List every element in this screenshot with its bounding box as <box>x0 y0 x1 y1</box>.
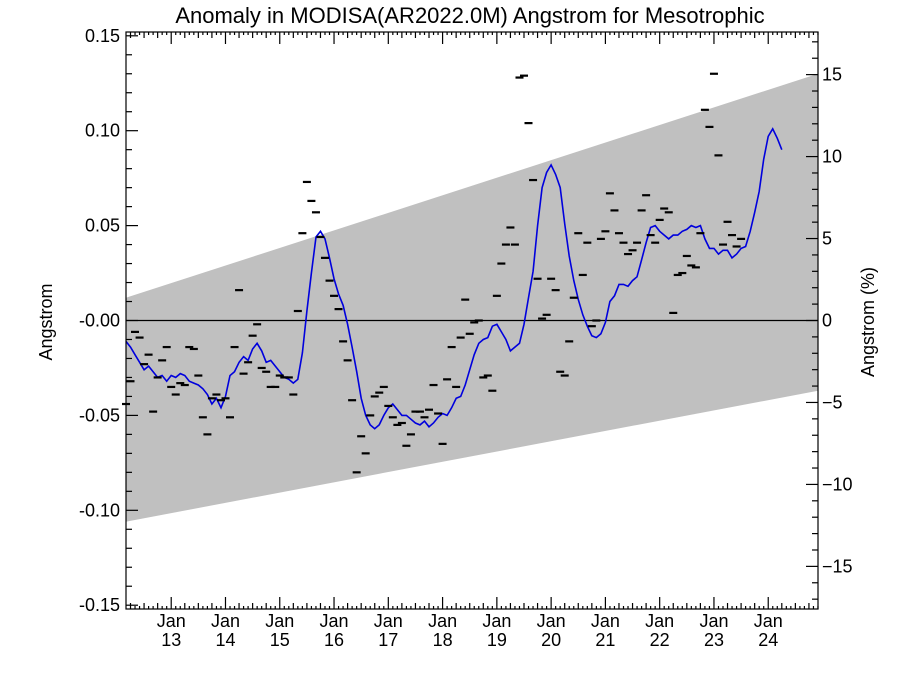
right-tick-label: 5 <box>822 229 832 249</box>
x-tick-label-month: Jan <box>374 611 403 631</box>
chart-title: Anomaly in MODISA(AR2022.0M) Angstrom fo… <box>175 3 764 28</box>
anomaly-dash-markers <box>122 72 746 474</box>
x-tick-label-year: 21 <box>595 630 615 650</box>
x-tick-label-month: Jan <box>428 611 457 631</box>
x-tick-label-month: Jan <box>157 611 186 631</box>
left-y-axis-title: Angstrom <box>36 283 56 360</box>
right-tick-label: 10 <box>822 147 842 167</box>
right-tick-label: 15 <box>822 65 842 85</box>
x-tick-label-year: 24 <box>758 630 778 650</box>
x-tick-label-year: 14 <box>215 630 235 650</box>
left-tick-label: -0.00 <box>79 311 120 331</box>
x-tick-label-year: 16 <box>324 630 344 650</box>
right-y-axis: 15 10 5 0 −5 −10 −15 <box>806 41 853 600</box>
x-tick-label-month: Jan <box>591 611 620 631</box>
right-tick-label: 0 <box>822 311 832 331</box>
x-tick-label-month: Jan <box>754 611 783 631</box>
right-tick-label: −10 <box>822 474 853 494</box>
plot-area <box>122 31 819 610</box>
x-tick-label-year: 23 <box>704 630 724 650</box>
x-tick-label-month: Jan <box>320 611 349 631</box>
left-tick-label: -0.05 <box>79 405 120 425</box>
right-tick-label: −5 <box>822 392 843 412</box>
x-tick-label-year: 15 <box>270 630 290 650</box>
x-tick-label-year: 20 <box>541 630 561 650</box>
left-tick-label: -0.15 <box>79 595 120 615</box>
x-tick-label-month: Jan <box>482 611 511 631</box>
x-tick-label-month: Jan <box>699 611 728 631</box>
x-tick-label-month: Jan <box>537 611 566 631</box>
right-tick-label: −15 <box>822 556 853 576</box>
confidence-band <box>126 73 818 522</box>
x-tick-label-year: 22 <box>650 630 670 650</box>
x-tick-label-year: 13 <box>161 630 181 650</box>
x-tick-label-month: Jan <box>211 611 240 631</box>
x-tick-label-month: Jan <box>645 611 674 631</box>
left-tick-label: 0.05 <box>85 216 120 236</box>
x-tick-label-year: 18 <box>433 630 453 650</box>
left-y-axis: 0.15 0.10 0.05 -0.00 -0.05 -0.10 -0.15 <box>79 26 138 615</box>
x-tick-label-month: Jan <box>265 611 294 631</box>
left-tick-label: 0.10 <box>85 121 120 141</box>
x-tick-label-year: 17 <box>378 630 398 650</box>
right-y-axis-title: Angstrom (%) <box>858 267 878 377</box>
left-tick-label: -0.10 <box>79 500 120 520</box>
monthly-anomaly-line <box>125 127 783 430</box>
left-tick-label: 0.15 <box>85 26 120 46</box>
x-tick-label-year: 19 <box>487 630 507 650</box>
x-axis: Jan13Jan14Jan15Jan16Jan17Jan18Jan19Jan20… <box>129 32 819 650</box>
